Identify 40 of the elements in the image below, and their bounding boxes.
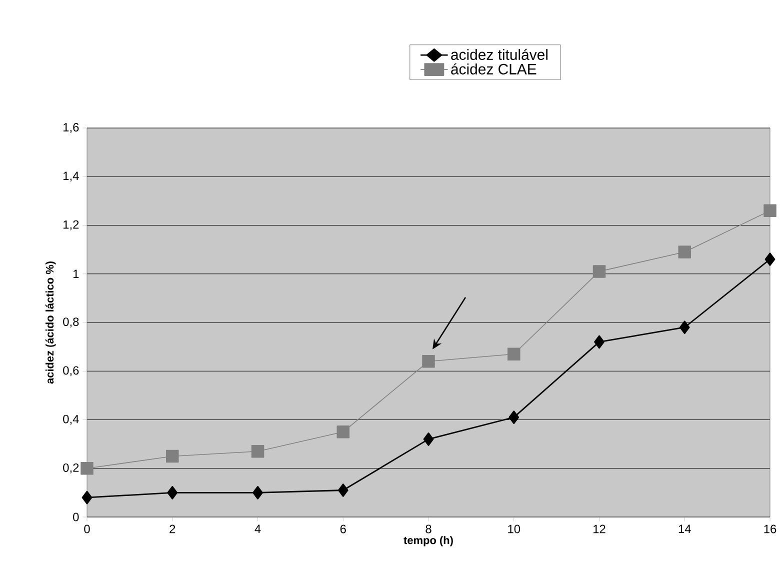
legend-label: acidez titulável [451, 48, 548, 60]
point [764, 252, 776, 266]
x-tick-label: 4 [254, 524, 261, 533]
point [82, 490, 92, 504]
point [508, 410, 520, 424]
x-tick-label: 10 [508, 524, 520, 534]
point [251, 444, 264, 458]
y-tick-label: 1,4 [64, 172, 79, 182]
y-axis-title: acidez (ácido láctico %) [45, 262, 56, 384]
point [166, 450, 179, 463]
y-tick-label: 0,6 [63, 366, 79, 376]
point [336, 426, 350, 438]
point [423, 432, 434, 446]
x-tick-label: 14 [678, 524, 691, 533]
y-tick-label: 0,4 [63, 414, 79, 425]
y-tick-label: 0,2 [63, 463, 79, 474]
point [679, 320, 690, 334]
y-tick-label: 1,6 [64, 123, 79, 133]
x-tick-label: 2 [170, 524, 176, 534]
y-tick-label: 0,8 [63, 318, 79, 328]
x-tick-label: 8 [426, 524, 432, 534]
point [508, 348, 520, 360]
y-tick-label: 1,2 [64, 220, 79, 230]
point [252, 486, 263, 500]
y-tick-label: 0 [73, 512, 79, 522]
point [167, 486, 178, 500]
y-tick-label: 1 [73, 270, 79, 278]
x-tick-label: 16 [764, 524, 776, 534]
x-axis-title: tempo (h) [404, 536, 453, 546]
legend-label: ácidez CLAE [451, 63, 536, 74]
x-tick-label: 12 [594, 524, 606, 534]
x-tick-label: 6 [340, 524, 346, 534]
point [80, 462, 94, 475]
point [764, 204, 776, 218]
point [422, 355, 435, 368]
point [592, 265, 606, 278]
point [678, 246, 692, 258]
point [338, 484, 348, 497]
point [594, 335, 604, 349]
x-tick-label: 0 [84, 524, 90, 534]
